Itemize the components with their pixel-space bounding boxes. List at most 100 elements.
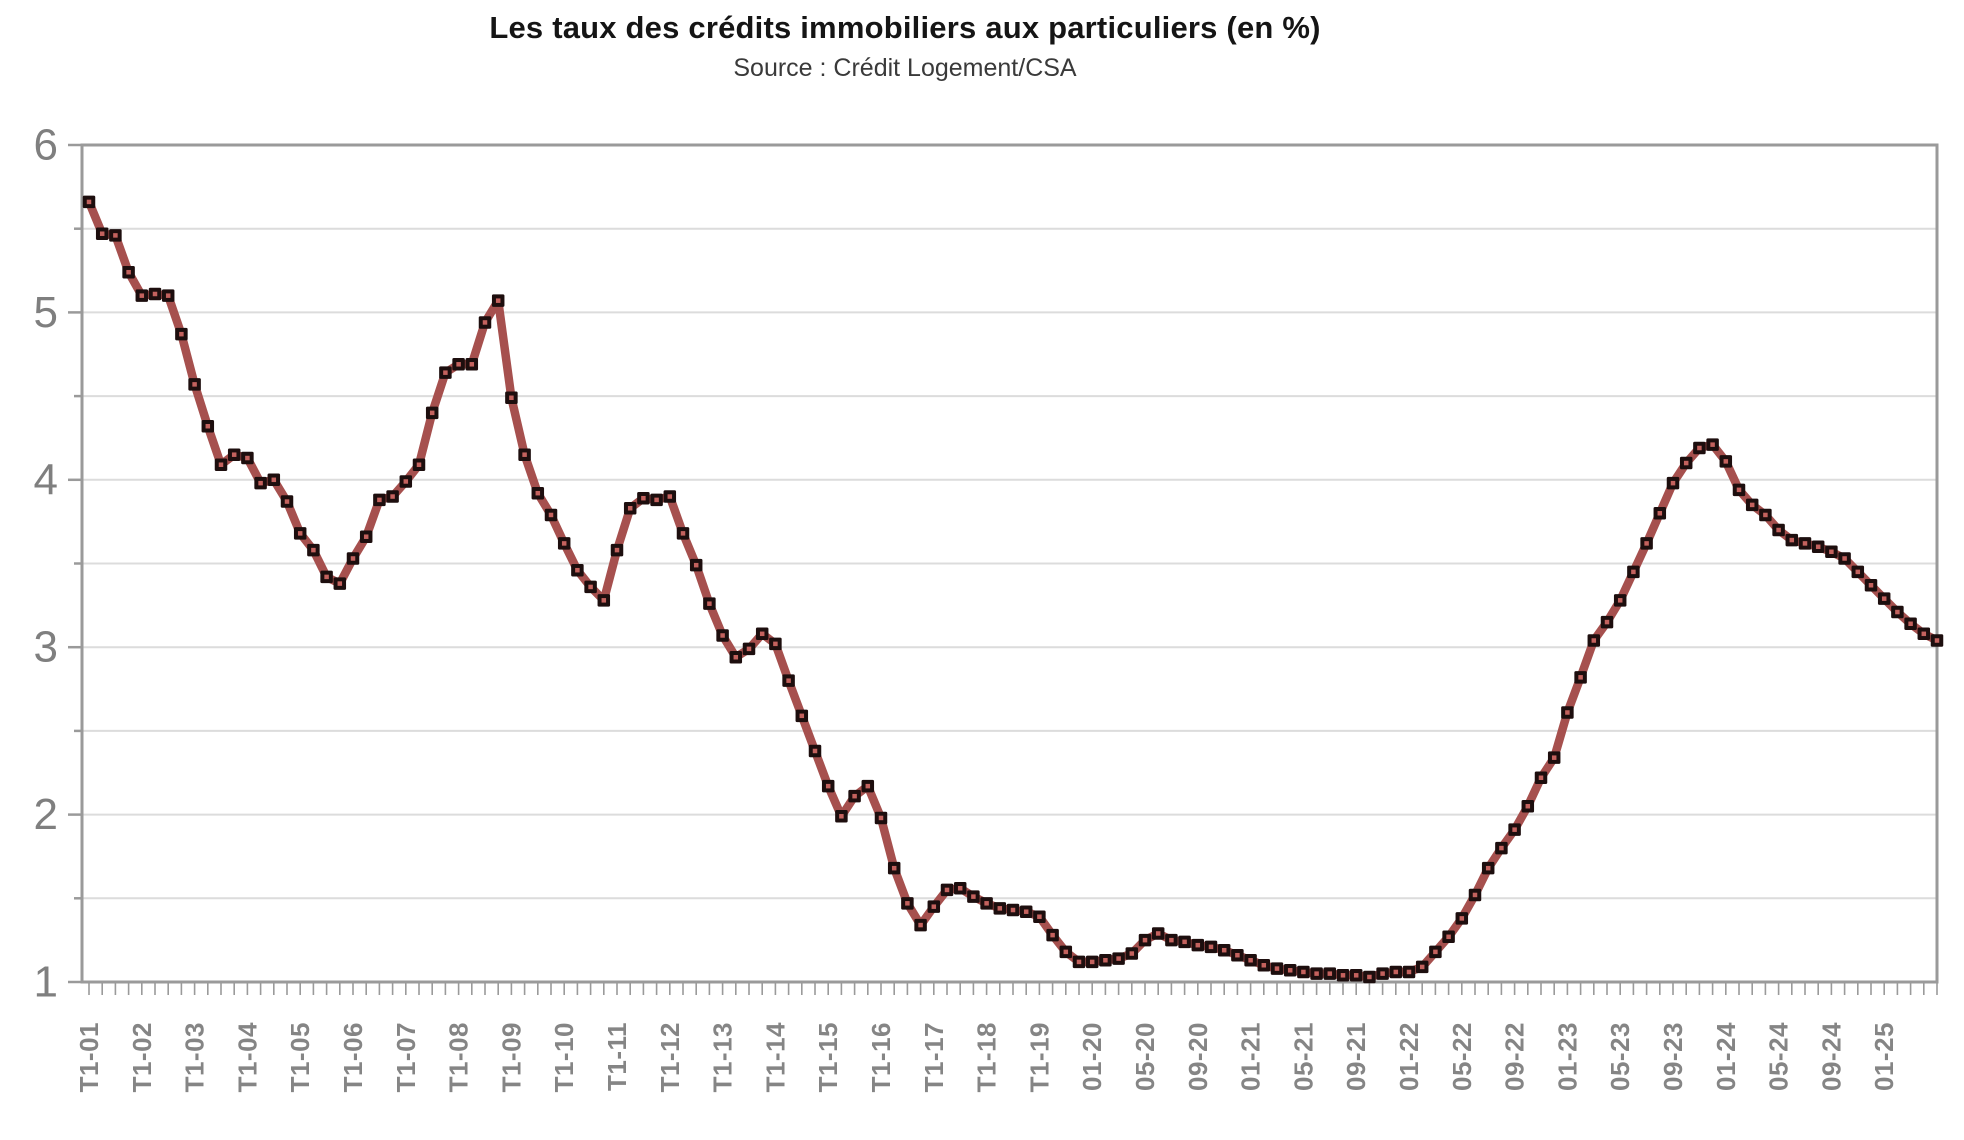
data-point-marker-center (641, 495, 646, 501)
data-point-marker-center (786, 678, 791, 683)
data-point-marker-center (1710, 442, 1715, 447)
data-point-marker-center (509, 395, 514, 401)
data-point-marker-center (654, 497, 659, 503)
data-point-marker-center (1433, 949, 1438, 955)
data-point-marker-center (1195, 942, 1201, 948)
data-point-marker-center (205, 423, 211, 429)
data-point-marker-center (1485, 865, 1491, 871)
x-axis-label: T1-01 (74, 1022, 104, 1092)
y-axis-label: 4 (34, 455, 58, 504)
x-axis-label: T1-04 (232, 1022, 262, 1092)
data-point-marker-center (1908, 621, 1913, 627)
data-point-marker-center (363, 534, 369, 539)
data-point-marker-center (720, 633, 725, 638)
x-axis-label: T1-05 (285, 1022, 315, 1092)
x-axis-label: T1-02 (127, 1022, 157, 1092)
x-axis-labels: T1-01 T1-02 T1-03 T1-04 T1-05 T1-06 T1-07 T1-08… (74, 1022, 1899, 1092)
data-point-marker-center (1129, 951, 1135, 956)
y-axis-label: 3 (34, 623, 58, 672)
x-axis-label: T1-08 (444, 1022, 474, 1092)
data-point-marker-center (1235, 952, 1240, 958)
data-point-marker-center (1591, 638, 1597, 643)
data-point-marker-center (759, 631, 765, 637)
data-point-marker-center (1551, 755, 1557, 760)
data-point-marker-center (324, 574, 329, 580)
data-point-marker-center (1274, 966, 1280, 971)
data-point-marker-center (1063, 949, 1069, 955)
x-axis-label: 05-22 (1447, 1022, 1477, 1091)
data-point-marker-center (1367, 974, 1372, 980)
data-point-marker-center (1182, 939, 1187, 945)
data-point-marker-center (1683, 460, 1689, 466)
data-point-marker-center (1829, 549, 1834, 555)
data-point-marker-center (1842, 556, 1847, 561)
x-axis-label: T1-16 (866, 1022, 896, 1092)
data-point-marker-center (1934, 638, 1940, 643)
data-point-marker-center (482, 320, 488, 325)
x-axis-label: T1-09 (496, 1022, 526, 1092)
data-point-marker-center (535, 490, 541, 496)
data-point-marker-center (1723, 459, 1729, 464)
data-point-marker-center (179, 331, 184, 337)
data-point-marker-center (852, 793, 857, 799)
x-axis-label: 01-23 (1552, 1022, 1582, 1091)
data-point-marker-center (271, 477, 277, 483)
data-point-marker-center (1248, 957, 1253, 963)
y-axis-label: 2 (34, 790, 58, 839)
x-axis-label: 09-20 (1183, 1022, 1213, 1091)
data-point-marker-center (733, 654, 739, 660)
data-point-marker-center (86, 199, 92, 205)
data-point-marker-center (905, 901, 910, 906)
data-point-marker-center (1538, 775, 1544, 781)
data-point-marker-center (152, 291, 158, 297)
data-point-marker-center (984, 901, 989, 906)
data-point-marker-center (773, 641, 778, 647)
data-point-marker-center (1565, 710, 1570, 715)
data-point-marker-center (693, 562, 699, 568)
data-point-marker-center (311, 547, 316, 553)
x-axis-label: 05-24 (1764, 1022, 1794, 1091)
data-point-marker-center (350, 556, 356, 561)
x-axis-label: 09-23 (1658, 1022, 1688, 1091)
data-point-marker-center (839, 814, 844, 819)
data-point-marker-center (1855, 569, 1861, 575)
x-axis-label: T1-17 (919, 1022, 949, 1092)
data-point-marker-center (548, 512, 554, 518)
data-point-marker-center (667, 494, 673, 499)
data-point-marker-center (1353, 973, 1359, 978)
data-point-marker-center (1512, 827, 1517, 832)
x-axis-label: 01-21 (1236, 1022, 1266, 1091)
data-point-marker-center (707, 601, 712, 606)
data-point-marker-center (1314, 971, 1319, 976)
data-point-marker-center (469, 362, 475, 367)
data-point-marker-center (997, 906, 1003, 911)
data-point-marker-center (1815, 544, 1821, 550)
data-point-marker-center (192, 382, 197, 387)
data-point-marker-center (878, 815, 884, 821)
y-axis-label: 1 (34, 958, 58, 1007)
data-point-marker-center (99, 231, 105, 236)
y-axis-label: 5 (34, 288, 58, 337)
data-point-marker-center (1208, 944, 1214, 950)
data-point-marker-center (1789, 537, 1795, 543)
data-point-markers (82, 195, 1944, 984)
data-point-marker-center (1221, 947, 1227, 953)
x-axis-label: 09-24 (1816, 1022, 1846, 1091)
data-point-marker-center (680, 531, 686, 536)
x-axis-label: 01-20 (1077, 1022, 1107, 1091)
data-point-marker-center (1169, 937, 1174, 943)
data-point-marker-center (1868, 583, 1874, 588)
data-point-marker-center (258, 480, 263, 486)
data-point-marker-center (1327, 971, 1333, 976)
data-point-marker-center (1881, 596, 1887, 601)
y-axis-label: 6 (34, 121, 58, 170)
x-axis-label: T1-18 (972, 1022, 1002, 1092)
x-axis-label: 05-23 (1605, 1022, 1635, 1091)
data-point-marker-center (1749, 502, 1755, 508)
gridlines (82, 227, 1937, 900)
y-axis-ticks (68, 143, 82, 984)
data-point-marker-center (1472, 892, 1478, 898)
data-point-marker-center (1037, 914, 1042, 919)
